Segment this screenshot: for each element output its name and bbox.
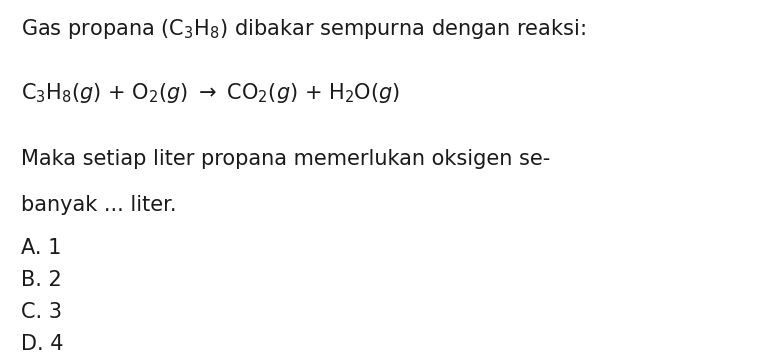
Text: D. 4: D. 4: [21, 334, 63, 354]
Text: A. 1: A. 1: [21, 238, 62, 258]
Text: Gas propana (C$_3$H$_8$) dibakar sempurna dengan reaksi:: Gas propana (C$_3$H$_8$) dibakar sempurn…: [21, 17, 586, 41]
Text: banyak ... liter.: banyak ... liter.: [21, 195, 177, 215]
Text: C$_3$H$_8$($g$) + O$_2$($g$) $\rightarrow$ CO$_2$($g$) + H$_2$O($g$): C$_3$H$_8$($g$) + O$_2$($g$) $\rightarro…: [21, 81, 400, 105]
Text: C. 3: C. 3: [21, 302, 62, 322]
Text: Maka setiap liter propana memerlukan oksigen se-: Maka setiap liter propana memerlukan oks…: [21, 149, 551, 169]
Text: B. 2: B. 2: [21, 270, 62, 290]
